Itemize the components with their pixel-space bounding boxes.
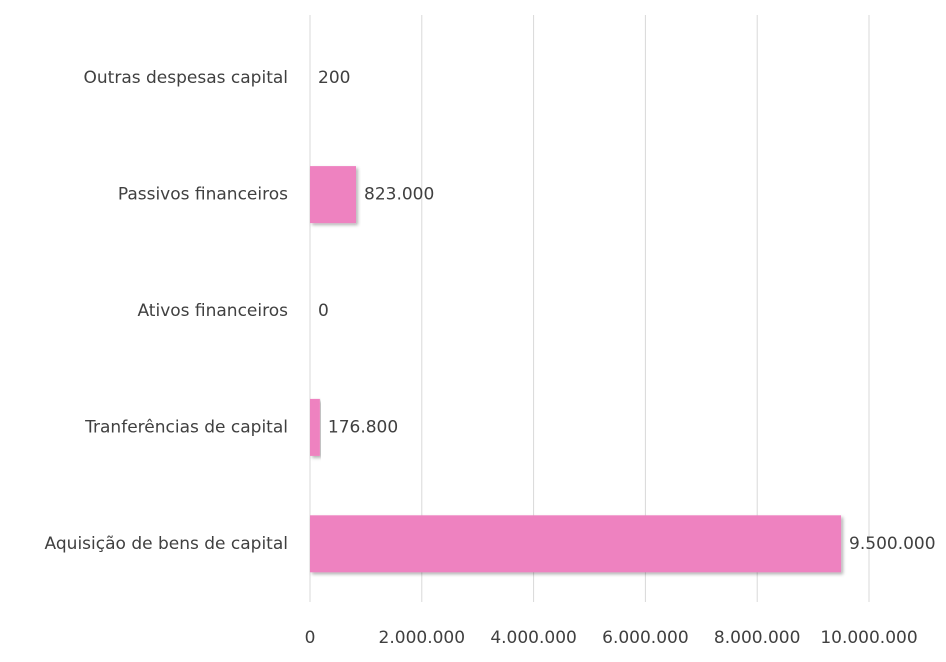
data-label: 0 [318,301,329,321]
bar [310,515,842,573]
y-tick-label: Outras despesas capital [84,68,288,88]
y-tick-label: Tranferências de capital [84,417,288,437]
data-label: 200 [318,68,350,88]
x-tick-label: 0 [305,628,316,648]
data-label: 9.500.000 [849,534,936,554]
bar [310,398,320,456]
data-label: 823.000 [364,185,434,205]
x-tick-label: 6.000.000 [602,628,689,648]
x-tick-label: 4.000.000 [490,628,577,648]
x-tick-label: 2.000.000 [379,628,466,648]
x-tick-label: 10.000.000 [820,628,917,648]
y-tick-label: Aquisição de bens de capital [45,534,288,554]
data-label: 176.800 [328,417,398,437]
bar [310,166,357,224]
x-tick-label: 8.000.000 [714,628,801,648]
y-tick-label: Ativos financeiros [137,301,288,321]
y-tick-label: Passivos financeiros [118,185,288,205]
